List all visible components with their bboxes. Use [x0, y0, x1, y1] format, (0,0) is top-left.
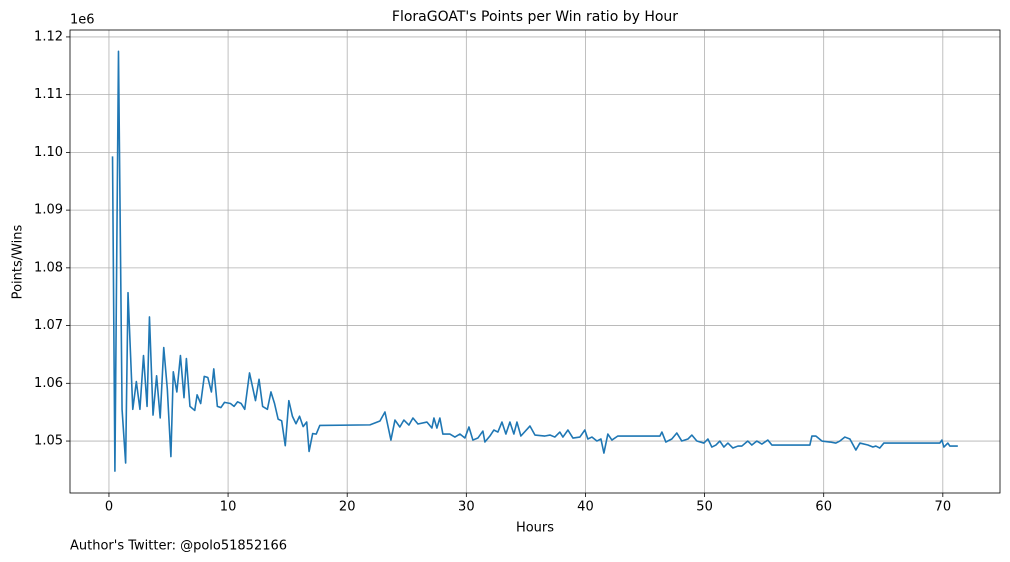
x-axis-label: Hours [516, 521, 554, 536]
chart-title: FloraGOAT's Points per Win ratio by Hour [392, 9, 678, 25]
y-tick-label: 1.09 [34, 203, 63, 218]
x-tick-label: 40 [577, 500, 594, 515]
x-tick-label: 10 [220, 500, 237, 515]
y-tick-label: 1.08 [34, 260, 63, 275]
y-tick-label: 1.07 [34, 318, 63, 333]
y-tick-label: 1.11 [34, 87, 63, 102]
x-tick-label: 50 [696, 500, 713, 515]
plot-frame [69, 29, 1001, 494]
x-tick-label: 30 [458, 500, 475, 515]
footnote: Author's Twitter: @polo51852166 [70, 539, 287, 554]
x-tick-label: 70 [935, 500, 952, 515]
x-tick-label: 0 [105, 500, 113, 515]
y-tick-label: 1.06 [34, 376, 63, 391]
y-tick-label: 1.12 [34, 29, 63, 44]
data-line [111, 50, 958, 472]
y-axis-label: Points/Wins [11, 224, 26, 299]
x-tick-label: 60 [815, 500, 832, 515]
x-tick-label: 20 [339, 500, 356, 515]
y-offset: 1e6 [70, 13, 95, 28]
y-tick-label: 1.05 [34, 434, 63, 449]
y-tick-label: 1.10 [34, 145, 63, 160]
